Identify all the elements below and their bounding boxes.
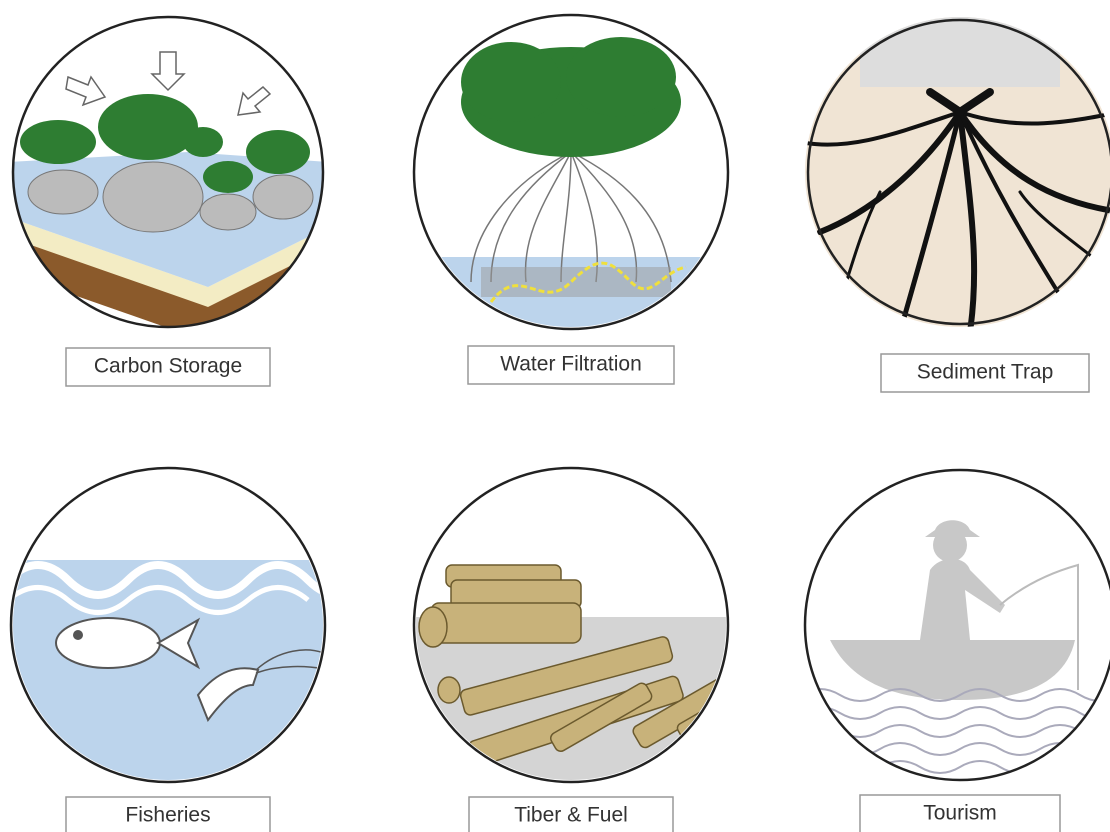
panel-label: Carbon Storage (94, 355, 242, 378)
panel-label: Sediment Trap (917, 361, 1054, 384)
water-filtration-panel: Water Filtration (411, 12, 731, 384)
carbon-storage-panel: Carbon Storage (8, 12, 328, 386)
panel-label: Water Filtration (500, 353, 642, 376)
diagram: Carbon Storage Water Filtration (0, 0, 1110, 832)
fisheries-panel: Fisheries (8, 465, 368, 832)
tourism-illustration (800, 465, 1110, 785)
tourism-panel: Tourism (800, 465, 1110, 832)
panel-label: Tiber & Fuel (514, 804, 628, 827)
panel-label: Tourism (923, 802, 997, 825)
timber-panel: Tiber & Fuel (411, 465, 764, 832)
panel-label: Fisheries (125, 804, 210, 827)
sediment-trap-panel: Sediment Trap (800, 12, 1110, 392)
carbon-illustration (8, 12, 328, 342)
